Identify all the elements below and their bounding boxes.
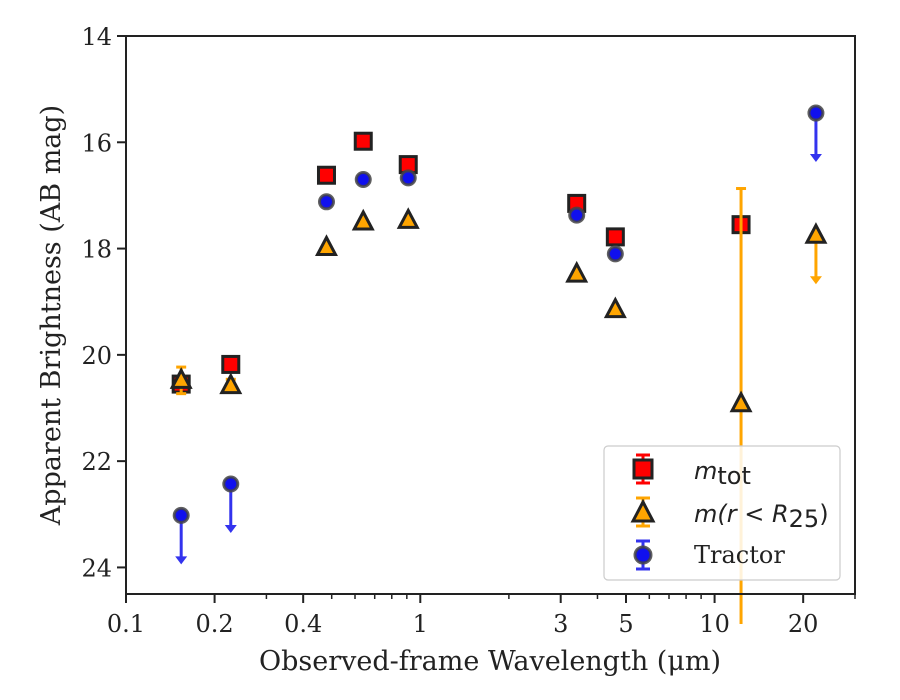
m-r-r-25-limit-arrowhead-8: [809, 276, 822, 285]
m-r-r-25-point-5: [565, 260, 589, 283]
m-r-r-25-point-2: [314, 234, 338, 257]
m-r-r-25-point-1: [219, 372, 243, 395]
m-r-r-25-marker-8: [804, 222, 828, 244]
tractor-point-1: [222, 475, 240, 533]
x-tick-label-5: 5: [618, 610, 633, 638]
m-r-r-25-marker-4: [396, 207, 420, 229]
tractor-limit-arrowhead-0: [175, 556, 188, 565]
y-axis-label: Apparent Brightness (AB mag): [36, 105, 67, 526]
m-r-r-25-marker-1: [219, 372, 243, 395]
x-tick-label-3: 1: [413, 610, 428, 638]
legend-m-r25-marker: [630, 498, 656, 523]
m-r-r-25-marker-3: [351, 208, 375, 231]
tractor-limit-arrowhead-1: [224, 524, 237, 533]
tractor-point-7: [807, 104, 825, 163]
x-tick-label-1: 0.2: [196, 610, 234, 638]
y-tick-label-4: 22: [81, 448, 112, 476]
tractor-point-2: [317, 193, 335, 211]
tractor-point-4: [399, 169, 417, 187]
tractor-point-3: [354, 170, 372, 188]
x-tick-label-6: 10: [699, 610, 730, 638]
tractor-marker-2: [317, 193, 335, 211]
x-axis-label: Observed-frame Wavelength (μm): [259, 646, 721, 677]
data-marks: [169, 104, 828, 624]
x-tick-label-7: 20: [788, 610, 819, 638]
tractor-marker-3: [354, 170, 372, 188]
m-tot-marker-3: [353, 131, 373, 151]
y-tick-label-2: 18: [81, 236, 112, 264]
y-tick-label-5: 24: [81, 554, 112, 582]
y-tick-label-1: 16: [81, 129, 112, 157]
m-tot-point-2: [316, 165, 336, 185]
legend-tractor-label: Tractor: [694, 541, 785, 569]
plot-frame: [125, 35, 856, 595]
m-r-r-25-point-3: [351, 208, 375, 231]
m-r-r-25-marker-6: [603, 296, 627, 319]
m-r-r-25-point-4: [396, 207, 420, 229]
m-tot-point-3: [353, 131, 373, 151]
x-tick-label-2: 0.4: [284, 610, 322, 638]
tractor-point-5: [568, 206, 586, 224]
m-tot-point-6: [605, 227, 625, 247]
m-r-r-25-marker-7: [729, 390, 753, 413]
m-r-r-25-marker-2: [314, 234, 338, 257]
x-axis-ticks: 0.1 0.2 0.4 1 3 5 10 20: [107, 594, 856, 638]
tractor-limit-arrowhead-7: [809, 154, 822, 163]
tractor-marker-0: [172, 506, 190, 524]
m-tot-point-4: [398, 155, 418, 175]
legend-box: [603, 445, 841, 581]
legend-item-m-tot: mtot: [632, 453, 751, 490]
legend-item-tractor: Tractor: [633, 539, 785, 571]
m-r-r-25-point-0: [169, 365, 193, 396]
legend-tractor-marker: [633, 545, 653, 565]
m-tot-marker-6: [605, 227, 625, 247]
legend-m-tot-marker: [632, 458, 654, 480]
y-tick-label-3: 20: [81, 342, 112, 370]
tractor-marker-4: [399, 169, 417, 187]
tractor-point-0: [172, 506, 190, 565]
x-tick-label-0: 0.1: [107, 610, 145, 638]
legend-m-tot-label: mtot: [694, 457, 751, 490]
x-tick-label-4: 3: [553, 610, 568, 638]
m-tot-marker-2: [316, 165, 336, 185]
tractor-marker-5: [568, 206, 586, 224]
tractor-marker-7: [807, 104, 825, 122]
m-r-r-25-point-6: [603, 296, 627, 319]
legend-item-m-r25: m(r < R25): [630, 496, 829, 533]
y-tick-label-0: 14: [81, 23, 112, 51]
tractor-marker-6: [606, 245, 624, 263]
m-tot-point-1: [221, 354, 241, 374]
legend-m-r25-label: m(r < R25): [694, 500, 829, 533]
m-r-r-25-marker-5: [565, 260, 589, 283]
m-tot-marker-1: [221, 354, 241, 374]
m-r-r-25-point-8: [804, 222, 828, 285]
tractor-marker-1: [222, 475, 240, 493]
y-axis-ticks: 14 16 18 20 22 24: [81, 23, 126, 582]
m-r-r-25-marker-0: [169, 367, 193, 389]
tractor-point-6: [606, 245, 624, 263]
legend: mtot m(r < R25) Tractor: [603, 445, 841, 581]
